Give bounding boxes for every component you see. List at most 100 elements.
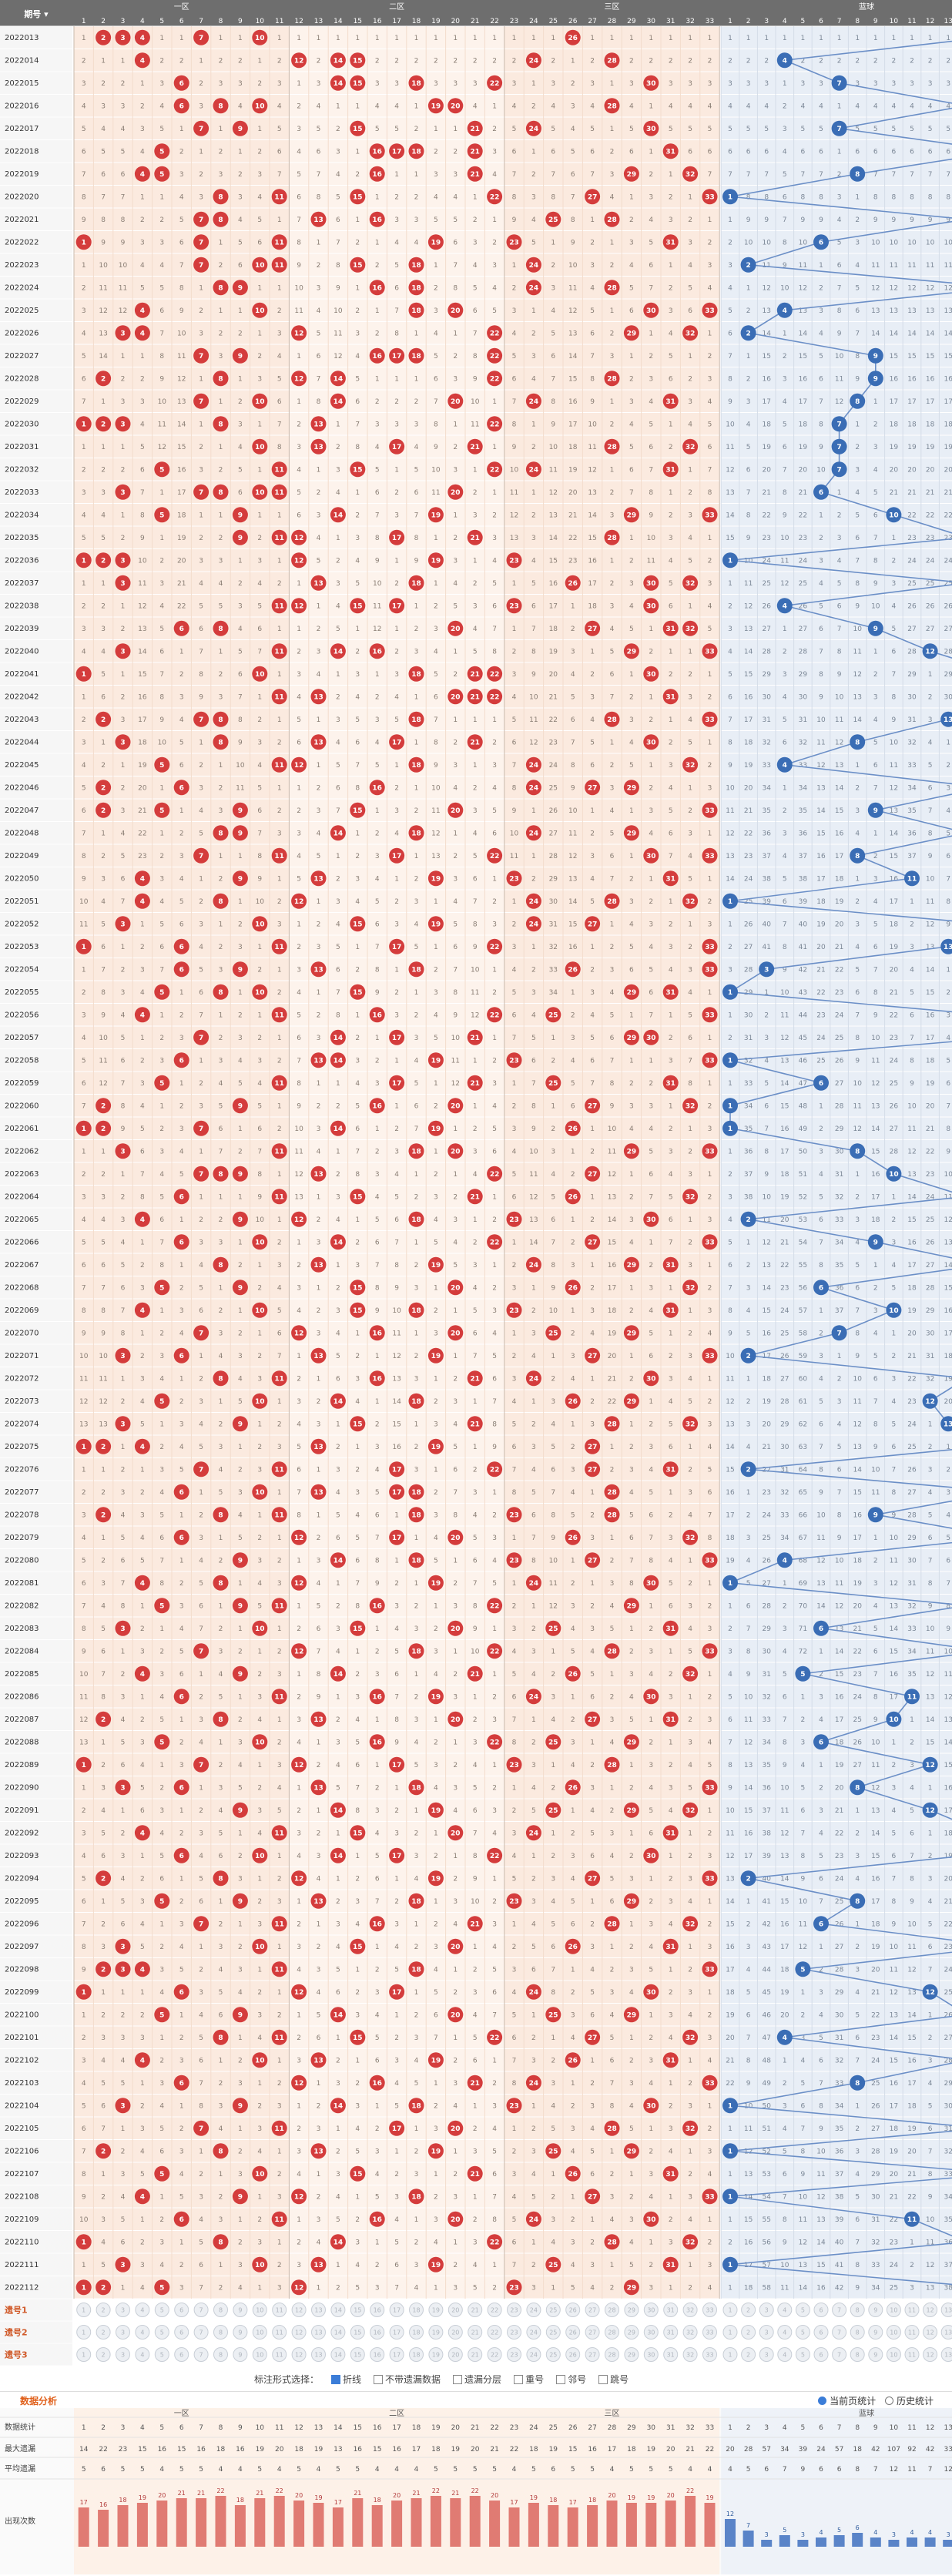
blue-miss-count: 2 <box>764 1011 769 1019</box>
miss-count: 9 <box>531 1125 536 1133</box>
miss-count: 7 <box>297 216 301 224</box>
miss-count: 3 <box>708 1853 712 1860</box>
blue-miss-count: 15 <box>726 1466 734 1474</box>
blue-miss-count: 15 <box>871 1853 880 1860</box>
miss-count: 2 <box>257 966 262 974</box>
miss-count: 2 <box>434 1920 438 1928</box>
miss-count: 5 <box>336 1966 340 1974</box>
miss-count: 1 <box>257 693 262 701</box>
blue-miss-count: 48 <box>799 1102 808 1110</box>
miss-count: 15 <box>138 671 146 679</box>
blue-miss-count: 35 <box>762 1762 770 1769</box>
miss-count: 2 <box>669 739 673 746</box>
miss-count: 19 <box>177 535 186 542</box>
blue-miss-count: 36 <box>907 830 917 837</box>
miss-count: 1 <box>610 1671 615 1679</box>
blue-miss-count: 12 <box>726 1853 734 1860</box>
miss-count: 4 <box>453 1807 458 1815</box>
miss-count: 4 <box>394 1625 399 1633</box>
red-ball-label: 14 <box>334 830 344 837</box>
red-ball <box>213 371 229 387</box>
miss-count: 4 <box>629 602 634 610</box>
miss-count: 1 <box>336 853 340 860</box>
red-ball <box>232 120 248 136</box>
red-ball-label: 31 <box>665 693 675 701</box>
miss-count: 1 <box>708 739 712 746</box>
blue-miss-count: 23 <box>799 535 807 542</box>
red-ball-label: 20 <box>451 807 461 815</box>
miss-count: 1 <box>531 1602 536 1610</box>
blue-miss-count: 17 <box>744 1853 753 1860</box>
miss-count: 5 <box>257 1102 262 1110</box>
miss-count: 1 <box>121 1989 126 1997</box>
blue-miss-count: 11 <box>926 898 934 906</box>
miss-count: 1 <box>375 1625 380 1633</box>
red-ball <box>134 166 150 182</box>
red-ball-label: 26 <box>568 1671 578 1679</box>
miss-count: 2 <box>375 57 380 65</box>
blue-miss-count: 23 <box>816 1011 825 1019</box>
blue-miss-count: 19 <box>907 444 917 451</box>
issue-number: 2022016 <box>5 102 39 110</box>
red-ball-label: 29 <box>627 171 637 179</box>
miss-count: 4 <box>238 626 243 633</box>
blue-miss-count: 2 <box>728 239 732 247</box>
red-ball-label: 32 <box>686 1807 696 1815</box>
miss-count: 2 <box>688 671 692 679</box>
red-ball <box>389 143 405 159</box>
miss-count: 2 <box>82 1489 86 1497</box>
blue-miss-count: 1 <box>728 1080 732 1088</box>
miss-count: 1 <box>610 921 615 928</box>
miss-count: 1 <box>179 35 184 42</box>
miss-count: 6 <box>649 262 653 270</box>
miss-count: 1 <box>355 626 360 633</box>
miss-count: 2 <box>179 1898 184 1906</box>
miss-count: 7 <box>492 626 497 633</box>
blue-miss-count: 25 <box>926 580 934 588</box>
miss-count: 4 <box>238 1057 243 1065</box>
miss-count: 4 <box>355 1080 360 1088</box>
miss-count: 5 <box>688 126 692 133</box>
red-ball-label: 16 <box>372 1102 382 1110</box>
blue-miss-count: 23 <box>944 535 952 542</box>
miss-count: 3 <box>649 1102 653 1110</box>
blue-miss-count: 11 <box>907 1944 916 1951</box>
blue-miss-count: 7 <box>928 1966 933 1974</box>
miss-count: 2 <box>394 989 399 997</box>
miss-count: 1 <box>590 216 595 224</box>
miss-count: 9 <box>551 1284 555 1292</box>
blue-miss-count: 5 <box>783 171 787 179</box>
blue-miss-count: 1 <box>783 1580 787 1588</box>
blue-miss-count: 8 <box>892 1898 897 1906</box>
red-ball-label: 10 <box>255 1239 265 1246</box>
miss-count: 2 <box>140 1875 145 1883</box>
blue-miss-count: 2 <box>746 1920 751 1928</box>
blue-miss-count: 5 <box>910 126 914 133</box>
miss-count: 2 <box>669 512 673 519</box>
blue-miss-count: 11 <box>871 1762 880 1769</box>
blue-miss-count: 5 <box>873 1625 878 1633</box>
blue-miss-count: 51 <box>799 1171 807 1179</box>
blue-miss-count: 7 <box>855 330 860 337</box>
miss-count: 1 <box>159 35 164 42</box>
miss-count: 4 <box>669 1557 673 1565</box>
miss-count: 4 <box>453 1920 458 1928</box>
miss-count: 2 <box>238 921 243 928</box>
miss-count: 5 <box>492 807 497 815</box>
blue-miss-count: 8 <box>764 193 769 201</box>
miss-count: 4 <box>473 102 478 110</box>
red-ball-label: 6 <box>179 1193 184 1201</box>
blue-miss-count: 26 <box>890 1102 899 1110</box>
miss-count: 12 <box>510 512 518 519</box>
blue-miss-count: 14 <box>816 807 826 815</box>
blue-miss-count: 30 <box>780 1444 789 1451</box>
red-ball <box>213 416 229 432</box>
miss-count: 8 <box>708 489 712 497</box>
miss-count: 4 <box>317 535 321 542</box>
miss-count: 1 <box>434 1898 438 1906</box>
red-ball-label: 20 <box>451 307 461 315</box>
miss-count: 1 <box>140 1989 145 1997</box>
miss-count: 2 <box>199 80 203 88</box>
issue-number: 2022077 <box>5 1488 39 1497</box>
miss-count: 3 <box>101 875 106 883</box>
